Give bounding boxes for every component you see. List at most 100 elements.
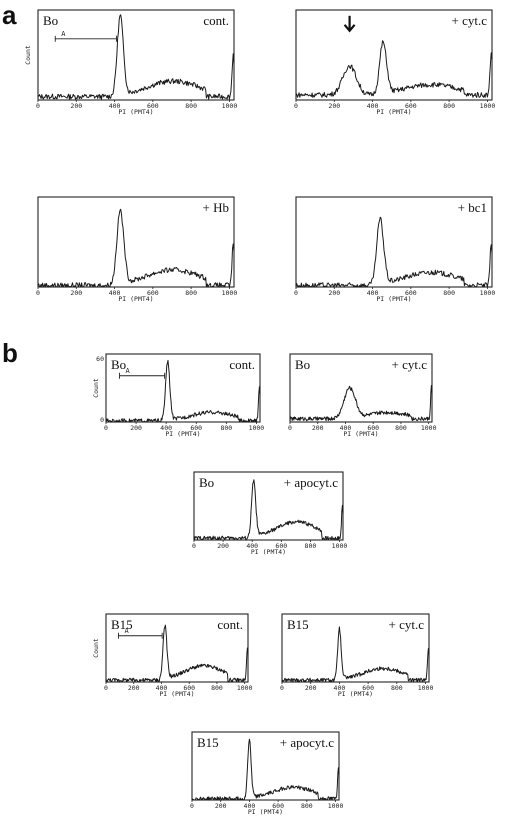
x-tick-label: 400: [367, 102, 379, 110]
x-tick-label: 1000: [328, 802, 344, 810]
gate-label: A: [61, 30, 66, 38]
x-tick-label: 1000: [421, 424, 437, 432]
y-axis-label: Count: [92, 638, 100, 658]
x-tick-label: 1000: [222, 102, 238, 110]
y-tick-label: 0: [100, 416, 104, 424]
treatment-label: + bc1: [458, 200, 487, 215]
x-tick-label: 200: [217, 542, 229, 550]
histogram-b3: 0 200 400 600 800 1000 PI (PMT4) Bo + apocyt.c: [192, 471, 348, 556]
x-tick-label: 400: [244, 802, 256, 810]
x-tick-label: 600: [405, 289, 417, 297]
x-tick-label: 0: [104, 424, 108, 432]
x-tick-label: 800: [443, 102, 455, 110]
histogram-trace: [37, 208, 235, 288]
x-axis-label: PI (PMT4): [343, 430, 378, 438]
plot-frame: [281, 613, 430, 683]
x-tick-label: 600: [362, 684, 374, 692]
x-tick-label: 0: [36, 102, 40, 110]
x-tick-label: 800: [395, 424, 407, 432]
x-tick-label: 0: [288, 424, 292, 432]
histogram-trace: [295, 216, 493, 288]
histogram-b6: 0 200 400 600 800 1000 PI (PMT4) B15 + apocyt.c: [190, 731, 344, 816]
x-tick-label: 0: [192, 542, 196, 550]
sample-label: Bo: [43, 13, 58, 28]
x-tick-label: 800: [185, 102, 197, 110]
x-tick-label: 800: [305, 542, 317, 550]
histogram-a4: 0 200 400 600 800 1000 PI (PMT4) + bc1: [294, 196, 496, 303]
x-tick-label: 400: [334, 684, 346, 692]
panel-letter-b: b: [2, 338, 18, 368]
gate-label: A: [124, 627, 129, 635]
x-axis-label: PI (PMT4): [376, 295, 411, 303]
x-tick-label: 0: [294, 102, 298, 110]
x-tick-label: 0: [294, 289, 298, 297]
x-tick-label: 600: [275, 542, 287, 550]
x-tick-label: 200: [312, 424, 324, 432]
x-tick-label: 200: [128, 684, 140, 692]
histogram-trace: [289, 385, 433, 422]
x-tick-label: 800: [391, 684, 403, 692]
sample-label: Bo: [295, 357, 310, 372]
x-tick-label: 800: [211, 684, 223, 692]
histogram-b4: 0 200 400 600 800 1000 PI (PMT4) Count B15 cont. A: [92, 613, 253, 698]
x-tick-label: 600: [190, 424, 202, 432]
x-axis-label: PI (PMT4): [338, 690, 373, 698]
histogram-trace: [295, 40, 493, 98]
plot-frame: [191, 731, 340, 801]
histogram-trace: [191, 738, 340, 801]
y-axis-label: Count: [24, 45, 32, 65]
sample-label: B15: [111, 617, 133, 632]
histogram-trace: [193, 479, 344, 541]
histogram-a1: 0 200 400 600 800 1000 PI (PMT4) Count Bo cont. A: [24, 9, 238, 116]
x-tick-label: 0: [104, 684, 108, 692]
x-tick-label: 800: [301, 802, 313, 810]
x-tick-label: 0: [190, 802, 194, 810]
x-tick-label: 1000: [222, 289, 238, 297]
x-tick-label: 200: [70, 289, 82, 297]
x-tick-label: 600: [147, 289, 159, 297]
treatment-label: + cyt.c: [452, 13, 488, 28]
x-axis-label: PI (PMT4): [159, 690, 194, 698]
x-tick-label: 1000: [480, 289, 496, 297]
x-tick-label: 0: [36, 289, 40, 297]
histogram-b2: 0 200 400 600 800 1000 PI (PMT4) Bo + cyt.c: [288, 353, 437, 438]
x-tick-label: 1000: [237, 684, 253, 692]
y-tick-label: 60: [96, 355, 104, 363]
histogram-a3: 0 200 400 600 800 1000 PI (PMT4) + Hb: [36, 196, 238, 303]
sample-label: Bo: [111, 357, 126, 372]
x-tick-label: 800: [220, 424, 232, 432]
treatment-label: + apocyt.c: [280, 735, 334, 750]
histogram-trace: [105, 359, 261, 423]
x-tick-label: 200: [328, 102, 340, 110]
sample-label: B15: [287, 617, 309, 632]
x-tick-label: 400: [109, 289, 121, 297]
x-axis-label: PI (PMT4): [248, 808, 283, 816]
plot-frame: [295, 196, 493, 288]
x-tick-label: 600: [147, 102, 159, 110]
gate-label: A: [126, 367, 131, 375]
x-tick-label: 400: [340, 424, 352, 432]
x-tick-label: 1000: [249, 424, 265, 432]
arrow-icon: [343, 15, 356, 33]
sample-label: Bo: [199, 475, 214, 490]
sample-label: B15: [197, 735, 219, 750]
x-tick-label: 600: [272, 802, 284, 810]
y-axis-label: Count: [92, 378, 100, 398]
x-tick-label: 600: [405, 102, 417, 110]
x-tick-label: 1000: [480, 102, 496, 110]
histogram-b1: 0 200 400 600 800 1000 0 60 PI (PMT4) Count Bo cont…: [92, 353, 265, 438]
x-tick-label: 600: [183, 684, 195, 692]
x-tick-label: 800: [185, 289, 197, 297]
histogram-trace: [37, 14, 235, 100]
x-axis-label: PI (PMT4): [118, 108, 153, 116]
x-axis-label: PI (PMT4): [376, 108, 411, 116]
histogram-trace: [281, 626, 430, 683]
x-tick-label: 400: [109, 102, 121, 110]
treatment-label: cont.: [217, 617, 243, 632]
histogram-b5: 0 200 400 600 800 1000 PI (PMT4) B15 + cyt.c: [280, 613, 433, 698]
plot-frame: [37, 9, 235, 101]
x-tick-label: 200: [305, 684, 317, 692]
treatment-label: cont.: [203, 13, 229, 28]
x-tick-label: 1000: [332, 542, 348, 550]
x-tick-label: 0: [280, 684, 284, 692]
